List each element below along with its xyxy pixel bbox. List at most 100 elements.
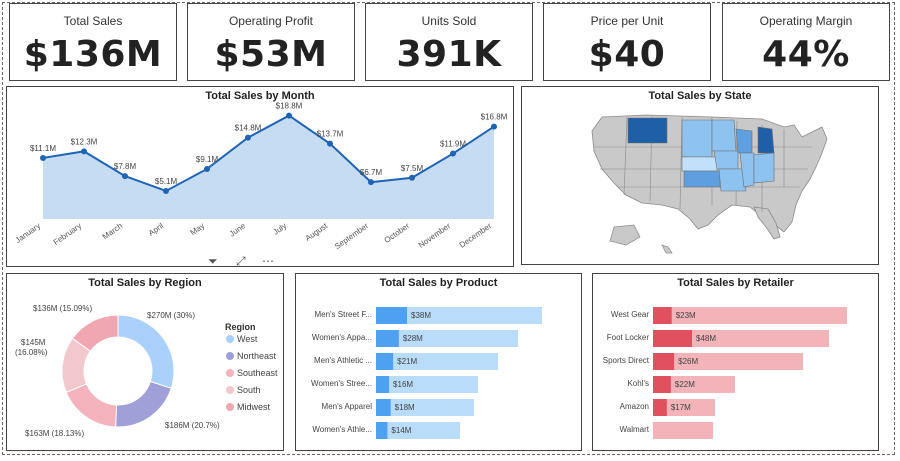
kpi-card-price-per-unit[interactable]: Price per Unit $40 [543,3,711,81]
bar [653,399,667,416]
more-options-icon[interactable]: ⋯ [262,254,274,268]
visual-title: Total Sales by Region [88,277,202,289]
bar-background [653,376,735,393]
data-label: $18.8M [276,102,303,111]
category-label: Sports Direct [603,356,650,365]
sales-by-product-visual[interactable]: Total Sales by Product Men's Street F...… [295,273,582,451]
x-tick-label: October [383,221,412,245]
sales-by-state-visual[interactable]: Total Sales by State [521,86,879,265]
donut-slice [117,314,175,389]
kpi-card-operating-margin[interactable]: Operating Margin 44% [722,3,890,81]
data-point [368,179,374,186]
bar [376,399,391,416]
visual-header-icons: ⏷ ⤢ ⋯ [206,254,286,270]
data-label: $9.1M [196,155,219,164]
area-fill [43,115,494,219]
data-point [491,123,497,130]
category-label: Men's Apparel [322,402,373,411]
visual-title: Total Sales by Month [205,90,315,102]
legend-marker [226,386,234,394]
legend-item: South [237,385,261,395]
data-label: $22M [675,380,695,389]
state-nebraska [681,156,718,172]
legend-item: Northeast [237,351,277,361]
data-label: $145M [21,338,46,347]
legend-item: West [237,334,258,344]
state-illinois [739,152,755,188]
data-label: $270M (30%) [147,311,195,320]
bar-background [376,422,460,439]
kpi-value: 44% [762,34,850,75]
data-label: $16M [393,380,413,389]
data-label: (16.08%) [15,348,48,357]
month-area-chart: $11.1M January $12.3M February $7.8M March $5.… [14,102,508,251]
bar [376,307,407,324]
filter-icon[interactable]: ⏷ [208,254,218,268]
state-wisconsin [735,128,753,154]
state-kansas [683,170,721,188]
bar-background [376,330,518,347]
kpi-label: Units Sold [421,14,477,28]
kpi-value: $136M [23,34,163,75]
data-label: $11.9M [440,140,466,149]
focus-mode-icon[interactable]: ⤢ [236,254,246,268]
bar [653,307,672,324]
category-label: Foot Locker [607,333,650,342]
data-point [122,173,128,180]
product-bar-chart: Men's Street F... $38M Women's Appa... $28M… [311,307,542,439]
legend-title: Region [225,322,256,332]
kpi-card-operating-profit[interactable]: Operating Profit $53M [187,3,355,81]
state-montana [627,117,668,144]
bar [376,376,390,393]
kpi-card-units-sold[interactable]: Units Sold 391K [365,3,533,81]
category-label: Women's Stree... [311,379,372,388]
x-tick-label: July [271,221,288,237]
data-point [450,150,456,157]
kpi-card-total-sales[interactable]: Total Sales $136M [9,3,177,81]
data-point [286,112,292,119]
x-tick-label: March [101,221,124,241]
category-label: Walmart [620,425,650,434]
state-dakotas [681,119,713,158]
visual-title: Total Sales by State [648,90,752,102]
bar [653,330,692,347]
data-point [81,148,87,155]
data-label: $12.3M [71,137,98,146]
kpi-label: Operating Margin [759,14,853,28]
x-tick-label: January [14,221,42,245]
alaska-shape [609,224,641,246]
x-tick-label: May [189,221,207,237]
x-tick-label: August [304,221,330,243]
x-tick-label: June [228,221,248,239]
legend-marker [226,335,234,343]
hawaii-shape [661,244,673,254]
bar [376,353,394,370]
bar-background [653,422,713,439]
bar-background [653,399,715,416]
sales-by-region-visual[interactable]: Total Sales by Region $270M (30%) $186M (… [6,273,284,451]
series-line [42,114,495,193]
data-point [327,140,333,147]
data-label: $14M [391,426,411,435]
data-label: $16.8M [481,113,508,122]
bar [653,353,675,370]
florida-shape [753,206,781,240]
x-tick-label: February [52,221,83,247]
bar-background [376,353,498,370]
state-indiana-ohio [753,152,775,184]
x-tick-label: November [417,221,453,250]
legend-marker [226,352,234,360]
sales-by-retailer-visual[interactable]: Total Sales by Retailer West Gear $23M Foo… [592,273,879,451]
report-canvas [2,2,895,455]
category-label: Women's Athle... [312,425,372,434]
state-map [591,114,828,254]
donut-slice [115,380,172,428]
legend-item: Southeast [237,368,278,378]
legend-marker [226,403,234,411]
sales-by-month-visual[interactable]: Total Sales by Month $11.1M January $12.3M… [6,86,514,267]
bar-background [376,399,474,416]
data-label: $6.7M [360,168,383,177]
data-label: $17M [671,403,691,412]
data-point [409,174,415,181]
visual-title: Total Sales by Retailer [677,277,794,289]
